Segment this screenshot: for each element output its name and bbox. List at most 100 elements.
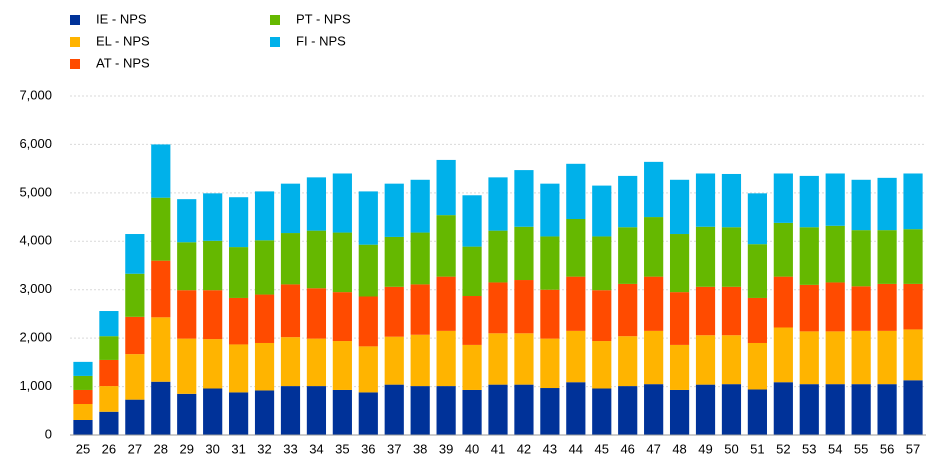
bar-segment	[592, 388, 612, 435]
bar-segment	[151, 381, 171, 435]
x-tick-label: 39	[439, 441, 453, 456]
bar-segment	[306, 230, 327, 289]
bar-segment	[773, 173, 793, 223]
bar-segment	[410, 179, 430, 233]
bar-segment	[514, 384, 534, 435]
bar-segment	[306, 177, 327, 231]
bar-segment	[618, 175, 638, 228]
bar-segment	[695, 384, 716, 435]
y-tick-label: 5,000	[19, 184, 52, 199]
bar-segment	[514, 226, 534, 281]
bar-segment	[73, 419, 93, 435]
legend-swatch	[70, 15, 80, 25]
x-tick-label: 43	[543, 441, 557, 456]
bar-segment	[721, 384, 742, 435]
bar-segment	[358, 244, 378, 297]
y-tick-label: 3,000	[19, 281, 52, 296]
bar-segment	[280, 183, 301, 234]
x-tick-label: 30	[205, 441, 219, 456]
x-tick-label: 48	[672, 441, 686, 456]
bar-segment	[514, 333, 534, 385]
x-tick-label: 57	[906, 441, 920, 456]
bar-segment	[695, 173, 716, 227]
bar-segment	[721, 173, 742, 228]
bar-segment	[254, 191, 275, 241]
y-tick-label: 2,000	[19, 330, 52, 345]
x-tick-label: 38	[413, 441, 427, 456]
bar-segment	[203, 388, 223, 435]
bar-segment	[177, 393, 197, 435]
legend-swatch	[270, 37, 280, 47]
bar-segment	[203, 290, 223, 340]
bar-segment	[177, 199, 197, 243]
bar-segment	[540, 236, 560, 290]
bar-segment	[125, 354, 145, 400]
bar-segment	[436, 276, 456, 331]
bar-segment	[851, 384, 871, 435]
bar-segment	[177, 242, 197, 291]
bar-segment	[332, 341, 352, 390]
bar-segment	[332, 292, 352, 342]
bar-segment	[436, 159, 456, 216]
bar-segment	[436, 215, 456, 277]
bar-segment	[280, 337, 301, 387]
x-tick-label: 33	[283, 441, 297, 456]
bar-segment	[799, 227, 819, 285]
bar-segment	[125, 234, 145, 274]
bar-segment	[592, 290, 612, 342]
bar-segment	[747, 193, 767, 245]
bar-segment	[695, 335, 716, 385]
bar-segment	[332, 232, 352, 293]
x-tick-label: 34	[309, 441, 323, 456]
x-tick-label: 29	[179, 441, 193, 456]
bar-segment	[644, 217, 664, 277]
y-tick-label: 0	[45, 426, 52, 441]
x-tick-label: 52	[776, 441, 790, 456]
x-tick-label: 27	[128, 441, 142, 456]
bar-segment	[851, 179, 871, 231]
legend-label: EL - NPS	[96, 33, 150, 48]
bar-segment	[747, 389, 767, 435]
legend-label: IE - NPS	[96, 11, 147, 26]
bar-segment	[514, 170, 534, 227]
bar-segment	[566, 163, 586, 220]
bar-segment	[903, 283, 923, 330]
bar-segment	[540, 289, 560, 339]
bar-segment	[669, 344, 690, 390]
bar-segment	[773, 327, 793, 383]
bar-segment	[436, 330, 456, 387]
bar-segment	[799, 175, 819, 228]
bar-segment	[99, 386, 119, 412]
bar-segment	[99, 359, 119, 387]
bar-segment	[799, 284, 819, 332]
bar-segment	[410, 334, 430, 387]
bar-segment	[436, 386, 456, 435]
bar-segment	[332, 173, 352, 233]
legend-swatch	[70, 37, 80, 47]
legend-swatch	[70, 59, 80, 69]
bar-segment	[799, 384, 819, 435]
bar-segment	[410, 232, 430, 285]
bar-segment	[358, 191, 378, 245]
bar-segment	[773, 382, 793, 435]
bar-segment	[384, 286, 404, 337]
bar-segment	[229, 197, 249, 248]
bar-segment	[799, 331, 819, 385]
bar-segment	[254, 240, 275, 295]
bar-segment	[644, 276, 664, 331]
bar-segment	[151, 197, 171, 261]
x-tick-label: 32	[257, 441, 271, 456]
bar-segment	[384, 384, 404, 435]
bar-segment	[125, 399, 145, 435]
bar-segment	[177, 338, 197, 394]
bar-segment	[203, 193, 223, 241]
bar-segment	[514, 280, 534, 334]
bar-segment	[903, 173, 923, 230]
bar-segment	[254, 390, 275, 435]
bar-segment	[825, 225, 845, 283]
bar-segment	[540, 183, 560, 237]
x-tick-label: 28	[154, 441, 168, 456]
bar-segment	[877, 177, 897, 231]
bar-segment	[306, 386, 327, 435]
bar-segment	[851, 230, 871, 287]
